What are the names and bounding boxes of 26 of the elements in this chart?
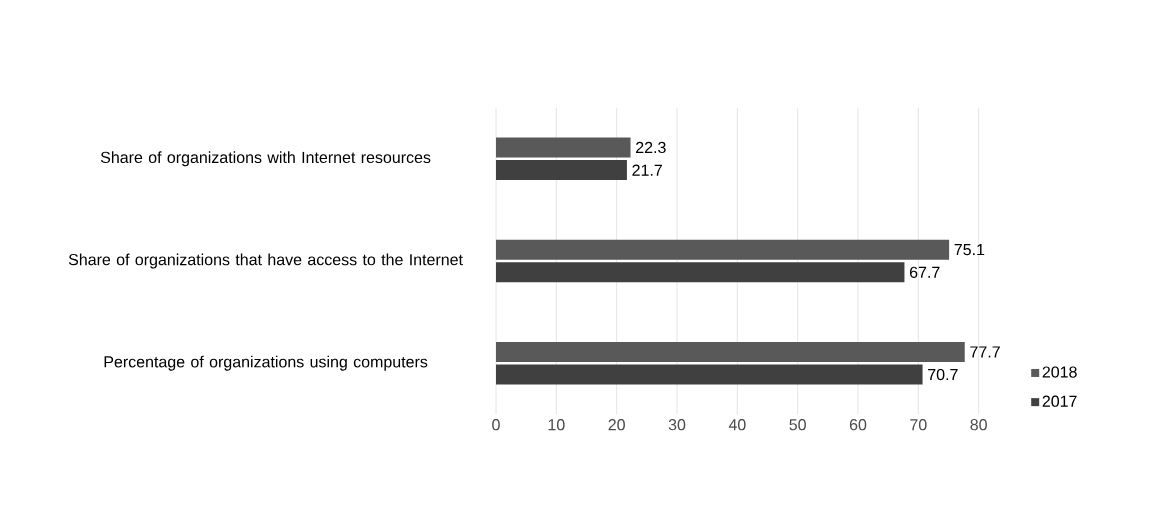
data-label: 70.7 [928,368,958,381]
legend-label: 2017 [1042,395,1077,407]
bar [496,262,905,283]
x-tick-label: 10 [548,419,565,431]
data-label: 77.7 [970,346,1000,358]
x-tick-label: 30 [668,419,686,431]
bar [496,239,950,260]
y-tick-label: Share of organizations with Internet resources [100,151,431,167]
data-label: 67.7 [909,266,940,278]
x-tick-label: 0 [492,419,500,431]
y-tick-label: Share of organizations that have access to the Internet [68,253,463,269]
legend-label: 2018 [1042,366,1077,378]
bar [496,341,965,362]
x-tick-label: 50 [789,419,806,431]
x-tick-label: 20 [608,419,625,431]
x-tick-label: 70 [910,419,927,431]
x-tick-label: 40 [728,419,746,431]
x-tick-label: 80 [970,419,987,431]
y-tick-label: Percentage of organizations using computers [104,355,428,371]
bar [496,160,627,181]
bar [496,364,923,385]
data-label: 75.1 [954,244,985,256]
data-label: 21.7 [632,164,662,176]
data-label: 22.3 [636,141,666,154]
x-tick-label: 60 [849,419,867,431]
bar [496,137,631,158]
